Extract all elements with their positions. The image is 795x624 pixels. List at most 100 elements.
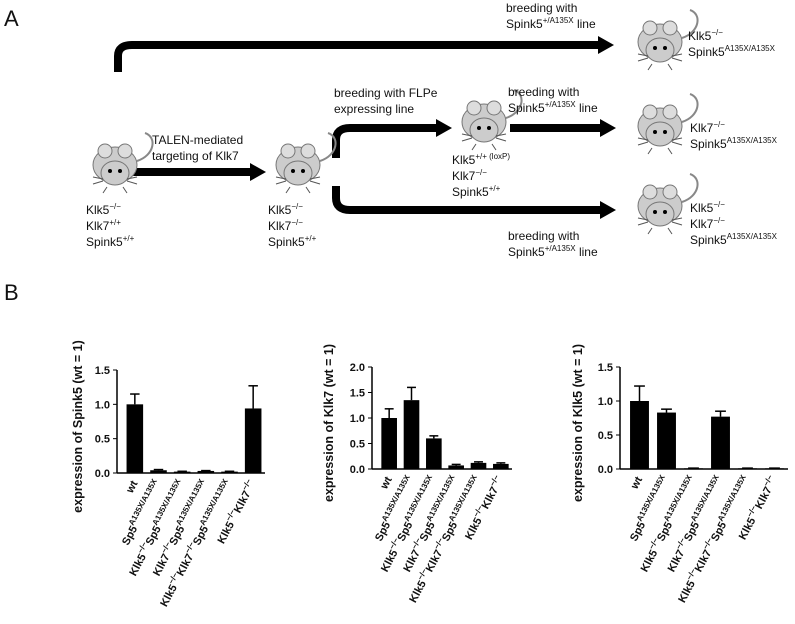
text-part: Klk5 [158,583,180,609]
superscript: +/+ [123,234,135,243]
baseline: ​ [144,542,155,548]
x-tick-label: wt [124,478,141,496]
text-part: Spink5 [268,235,305,249]
y-tick-label: 1.0 [95,399,110,411]
bar [657,412,676,469]
text-part: Klk5 [690,201,714,215]
text-part: expressing line [334,102,414,116]
text-part: wt [628,474,645,492]
y-tick-label: 0.0 [598,464,613,476]
text-part: Klk5 [688,29,712,43]
text-part: Klk7 [232,489,254,515]
superscript: −/− [291,202,303,211]
genotype-label: Klk7−/−​ [268,218,303,233]
text-part: Sp5 [440,520,460,543]
arrow-label: breeding with FLPe [334,86,438,100]
mouse-icon [92,132,154,194]
arrow-label: TALEN-mediated [152,133,243,147]
y-axis-title: expression of Spink5 (wt = 1) [71,340,85,513]
text-part: line [576,245,598,259]
error-bar [496,462,506,464]
text-part: Sp5 [167,524,187,547]
superscript: A135X/A135X [662,473,694,523]
y-tick-label: 2.0 [350,362,365,374]
baseline: ​ [418,538,429,544]
text-part: Spink5 [508,101,545,115]
superscript: A135X/A135X [727,136,778,145]
arrow-label: breeding with [508,229,579,243]
mouse-icon [275,132,337,194]
error-bar [429,435,439,439]
text-part: Spink5 [690,233,727,247]
text-part: Sp5 [655,520,675,543]
text-part: Spink5 [688,45,725,59]
text-part: TALEN-mediated [152,133,243,147]
arrow [114,36,614,72]
bar [150,470,167,473]
genotype-label: Klk5−/−​ [86,202,121,217]
text-part: targeting of Klk7 [152,149,239,163]
genotype-label: Klk7−/−​ [690,120,725,135]
bar [630,401,649,469]
superscript: −/− [713,200,725,209]
text-part: Klk7 [753,485,775,511]
text-part: Klk7 [175,552,197,578]
arrow-label: Spink5+/A135X​ line [506,16,596,31]
text-part: wt [378,474,395,492]
mouse-icon [637,93,699,155]
baseline: ​ [201,479,212,485]
genotype-label: Klk5+/+ (loxP)​ [452,152,510,167]
superscript: −/− [109,202,121,211]
x-tick-label: wt [378,474,395,492]
genotype-label: Klk5−/−​ [690,200,725,215]
bar [197,470,215,473]
baseline: ​ [248,479,259,485]
text-part: Klk5 [676,579,698,605]
text-part: Klk5 [639,548,661,574]
genotype-label: Spink5+/+​ [268,234,317,249]
text-part: line [574,17,596,31]
arrow-label: breeding with [506,1,577,15]
baseline: ​ [167,542,178,548]
text-part: breeding with [508,85,579,99]
panel-label: A [4,6,19,31]
superscript: −/− [240,477,254,492]
y-tick-label: 0.5 [95,434,110,446]
genotype-label: Spink5+/+​ [452,184,501,199]
bar [711,416,730,469]
text-part: Klk5 [463,516,485,542]
arrow-label: expressing line [334,102,414,116]
genotype-label: Klk7−/−​ [690,216,725,231]
bar [403,400,420,469]
baseline: ​ [232,510,243,516]
arrow-label: targeting of Klk7 [152,149,239,163]
text-part: Klk5 [737,516,759,542]
bar [173,471,191,473]
superscript: −/− [713,120,725,129]
text-part: Spink5 [86,235,123,249]
baseline: ​ [451,475,462,481]
bar [244,408,262,473]
baseline: ​ [177,479,188,485]
y-tick-label: 0.0 [350,464,365,476]
text-part: Sp5 [144,524,164,547]
text-part: line [576,101,598,115]
bar [221,471,238,473]
text-part: Klk7 [690,217,714,231]
error-bar [634,385,645,401]
arrow-label: breeding with [508,85,579,99]
baseline: ​ [429,475,440,481]
text-part: Sp5 [682,520,702,543]
text-part: Klk7 [424,548,446,574]
superscript: A135X/A135X [716,473,748,523]
superscript: +/+ [305,234,317,243]
superscript: A135X/A135X [727,232,778,241]
baseline: ​ [395,538,406,544]
baseline: ​ [496,475,507,481]
y-tick-label: 0.0 [95,468,110,480]
text-part: Klk5 [407,579,429,605]
genotype-label: Spink5+/+​ [86,234,135,249]
bar [126,404,144,473]
y-tick-label: 1.0 [350,413,365,425]
error-bar [153,468,164,471]
